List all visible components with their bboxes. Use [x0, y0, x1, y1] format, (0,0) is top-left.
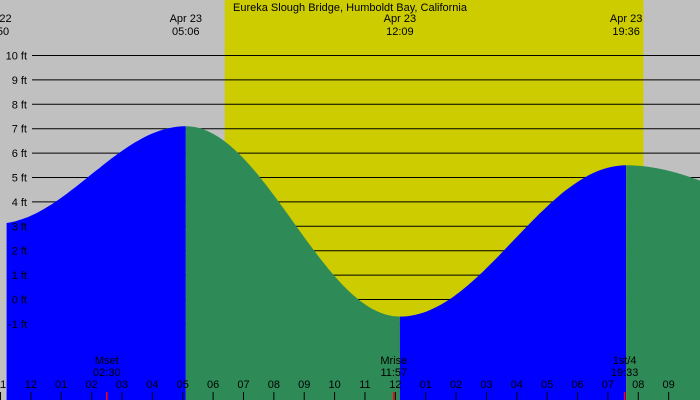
- x-tick-label: 02: [450, 379, 462, 391]
- y-tick-label: 6 ft: [12, 148, 27, 160]
- event-time: 02:30: [93, 367, 121, 379]
- extreme-date-label: Apr 23: [170, 13, 202, 25]
- extreme-time-label: 22:50: [0, 26, 9, 38]
- x-tick-label: 12: [25, 379, 37, 391]
- y-tick-label: 0 ft: [12, 295, 27, 307]
- falling-tide-area: [626, 165, 700, 400]
- x-tick-label: 05: [541, 379, 553, 391]
- y-tick-label: 9 ft: [12, 75, 27, 87]
- x-tick-label: 03: [116, 379, 128, 391]
- extreme-date-label: Apr 23: [384, 13, 416, 25]
- y-tick-label: 8 ft: [12, 99, 27, 111]
- x-tick-label: 05: [177, 379, 189, 391]
- extreme-time-label: 05:06: [172, 26, 200, 38]
- y-tick-label: 5 ft: [12, 173, 27, 185]
- x-tick-label: 09: [298, 379, 310, 391]
- x-tick-label: 10: [328, 379, 340, 391]
- x-tick-label: 03: [480, 379, 492, 391]
- event-time: 19:33: [611, 367, 639, 379]
- x-tick-label: 09: [663, 379, 675, 391]
- x-tick-label: 01: [55, 379, 67, 391]
- x-tick-label: 06: [571, 379, 583, 391]
- y-tick-label: -1 ft: [8, 319, 27, 331]
- x-tick-label: 04: [146, 379, 158, 391]
- y-tick-label: 2 ft: [12, 246, 27, 258]
- x-tick-label: 07: [602, 379, 614, 391]
- x-tick-label: 06: [207, 379, 219, 391]
- extreme-date-label: Apr 22: [0, 13, 12, 25]
- event-name: Mrise: [380, 355, 407, 367]
- x-tick-label: 08: [268, 379, 280, 391]
- y-tick-label: 4 ft: [12, 197, 27, 209]
- rising-tide-area: [6, 126, 186, 400]
- event-name: 1st/4: [613, 355, 637, 367]
- x-tick-label: 11: [0, 379, 6, 391]
- chart-title: Eureka Slough Bridge, Humboldt Bay, Cali…: [233, 2, 468, 14]
- extreme-time-label: 19:36: [612, 26, 640, 38]
- x-tick-label: 01: [420, 379, 432, 391]
- rising-tide-area: [399, 165, 627, 400]
- x-tick-label: 11: [359, 379, 370, 391]
- x-tick-label: 08: [632, 379, 644, 391]
- x-tick-label: 02: [86, 379, 98, 391]
- x-tick-label: 04: [511, 379, 523, 391]
- y-tick-label: 7 ft: [12, 124, 27, 136]
- x-tick-label: 12: [389, 379, 401, 391]
- y-tick-label: 3 ft: [12, 221, 27, 233]
- x-tick-label: 07: [237, 379, 249, 391]
- extreme-date-label: Apr 23: [610, 13, 642, 25]
- extreme-time-label: 12:09: [386, 26, 414, 38]
- falling-tide-area: [185, 126, 400, 400]
- y-tick-label: 10 ft: [6, 51, 27, 63]
- y-tick-label: 1 ft: [12, 270, 27, 282]
- event-time: 11:57: [380, 367, 407, 379]
- event-name: Mset: [95, 355, 119, 367]
